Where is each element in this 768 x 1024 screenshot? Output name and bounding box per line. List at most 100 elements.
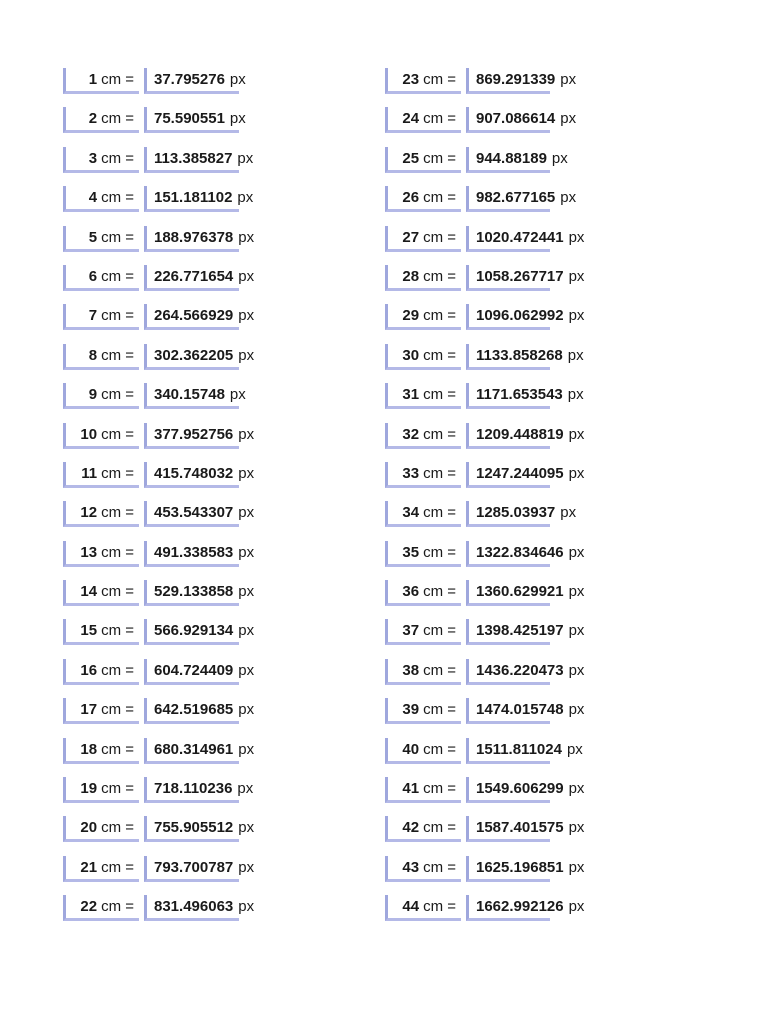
cm-unit-label: cm = <box>423 898 456 916</box>
cm-field: 31 cm = <box>385 383 461 410</box>
cm-field: 16 cm = <box>63 658 139 685</box>
px-field: 944.88189 px <box>466 146 568 173</box>
cm-field: 40 cm = <box>385 737 461 764</box>
cm-field: 15 cm = <box>63 619 139 646</box>
px-value: 831.496063 <box>154 898 234 916</box>
px-field: 1398.425197 px <box>466 619 584 646</box>
conversion-row: 20 cm = 755.905512 px <box>63 816 254 843</box>
cm-unit-label: cm = <box>101 425 134 443</box>
px-field: 1625.196851 px <box>466 855 584 882</box>
cm-unit-label: cm = <box>101 149 134 167</box>
px-unit-label: px <box>238 858 255 876</box>
px-field: 1096.062992 px <box>466 304 584 331</box>
px-value: 226.771654 <box>154 267 234 285</box>
px-unit-label: px <box>229 386 246 404</box>
px-unit-label: px <box>567 386 584 404</box>
px-value: 75.590551 <box>154 110 225 128</box>
px-value: 1511.811024 <box>476 740 562 758</box>
px-unit-label: px <box>237 189 254 207</box>
px-field: 1360.629921 px <box>466 580 584 607</box>
px-unit-label: px <box>568 858 585 876</box>
cm-value: 16 <box>80 661 98 679</box>
cm-field: 12 cm = <box>63 501 139 528</box>
conversion-row: 38 cm = 1436.220473 px <box>385 658 584 685</box>
px-value: 415.748032 <box>154 464 234 482</box>
px-value: 642.519685 <box>154 701 234 719</box>
px-unit-label: px <box>238 898 255 916</box>
cm-field: 21 cm = <box>63 855 139 882</box>
cm-field: 38 cm = <box>385 658 461 685</box>
px-value: 1398.425197 <box>476 622 564 640</box>
px-unit-label: px <box>568 622 585 640</box>
cm-unit-label: cm = <box>423 819 456 837</box>
px-value: 264.566929 <box>154 307 234 325</box>
conversion-row: 11 cm = 415.748032 px <box>63 461 254 488</box>
px-field: 1322.834646 px <box>466 540 584 567</box>
conversion-row: 17 cm = 642.519685 px <box>63 698 254 725</box>
cm-unit-label: cm = <box>423 858 456 876</box>
cm-field: 18 cm = <box>63 737 139 764</box>
cm-unit-label: cm = <box>423 110 456 128</box>
conversion-row: 8 cm = 302.362205 px <box>63 343 254 370</box>
px-value: 1171.653543 <box>476 386 563 404</box>
cm-unit-label: cm = <box>423 464 456 482</box>
conversion-row: 44 cm = 1662.992126 px <box>385 895 584 922</box>
cm-value: 8 <box>88 346 98 364</box>
cm-unit-label: cm = <box>101 819 134 837</box>
cm-unit-label: cm = <box>423 780 456 798</box>
px-unit-label: px <box>560 189 577 207</box>
conversion-row: 41 cm = 1549.606299 px <box>385 777 584 804</box>
cm-unit-label: cm = <box>101 267 134 285</box>
cm-unit-label: cm = <box>423 267 456 285</box>
cm-value: 7 <box>88 307 98 325</box>
px-field: 1511.811024 px <box>466 737 583 764</box>
px-field: 680.314961 px <box>144 737 254 764</box>
conversion-row: 15 cm = 566.929134 px <box>63 619 254 646</box>
px-unit-label: px <box>238 740 255 758</box>
cm-field: 20 cm = <box>63 816 139 843</box>
cm-unit-label: cm = <box>101 464 134 482</box>
cm-unit-label: cm = <box>101 898 134 916</box>
conversion-row: 3 cm = 113.385827 px <box>63 146 253 173</box>
cm-field: 29 cm = <box>385 304 461 331</box>
px-field: 982.677165 px <box>466 186 576 213</box>
px-value: 1285.03937 <box>476 504 556 522</box>
cm-unit-label: cm = <box>423 583 456 601</box>
px-unit-label: px <box>238 307 255 325</box>
cm-field: 43 cm = <box>385 855 461 882</box>
conversion-row: 9 cm = 340.15748 px <box>63 383 246 410</box>
px-value: 793.700787 <box>154 858 234 876</box>
px-value: 1360.629921 <box>476 583 564 601</box>
cm-field: 33 cm = <box>385 461 461 488</box>
conversion-row: 12 cm = 453.543307 px <box>63 501 254 528</box>
conversion-row: 42 cm = 1587.401575 px <box>385 816 584 843</box>
cm-unit-label: cm = <box>423 622 456 640</box>
px-unit-label: px <box>566 740 583 758</box>
px-value: 188.976378 <box>154 228 234 246</box>
cm-value: 17 <box>80 701 98 719</box>
cm-value: 14 <box>80 583 98 601</box>
cm-value: 34 <box>402 504 420 522</box>
cm-value: 12 <box>80 504 98 522</box>
conversion-row: 34 cm = 1285.03937 px <box>385 501 576 528</box>
px-value: 1549.606299 <box>476 780 564 798</box>
cm-field: 10 cm = <box>63 422 139 449</box>
cm-unit-label: cm = <box>101 858 134 876</box>
cm-value: 2 <box>88 110 98 128</box>
cm-value: 5 <box>88 228 98 246</box>
px-value: 1474.015748 <box>476 701 564 719</box>
px-unit-label: px <box>238 228 255 246</box>
px-unit-label: px <box>238 425 255 443</box>
conversion-row: 22 cm = 831.496063 px <box>63 895 254 922</box>
conversion-row: 2 cm = 75.590551 px <box>63 107 246 134</box>
px-value: 1625.196851 <box>476 858 564 876</box>
cm-field: 5 cm = <box>63 225 139 252</box>
cm-unit-label: cm = <box>101 189 134 207</box>
conversion-row: 1 cm = 37.795276 px <box>63 68 246 94</box>
px-field: 1662.992126 px <box>466 895 584 922</box>
px-field: 1549.606299 px <box>466 777 584 804</box>
px-unit-label: px <box>568 583 585 601</box>
px-value: 113.385827 <box>154 149 233 167</box>
px-field: 1171.653543 px <box>466 383 584 410</box>
